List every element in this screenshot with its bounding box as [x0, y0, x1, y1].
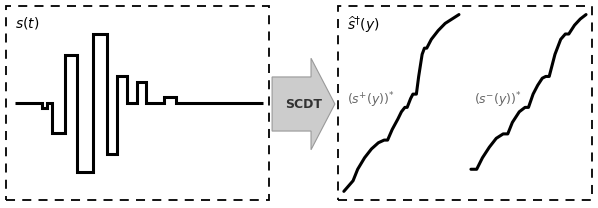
Text: SCDT: SCDT — [285, 98, 322, 110]
Polygon shape — [272, 58, 335, 150]
Text: $(s^{-}(y))^{*}$: $(s^{-}(y))^{*}$ — [474, 90, 522, 110]
Text: $(s^{+}(y))^{*}$: $(s^{+}(y))^{*}$ — [347, 90, 395, 110]
Text: $s(t)$: $s(t)$ — [15, 15, 39, 31]
Text: $\widehat{s}^{\dagger}(y)$: $\widehat{s}^{\dagger}(y)$ — [347, 15, 379, 36]
